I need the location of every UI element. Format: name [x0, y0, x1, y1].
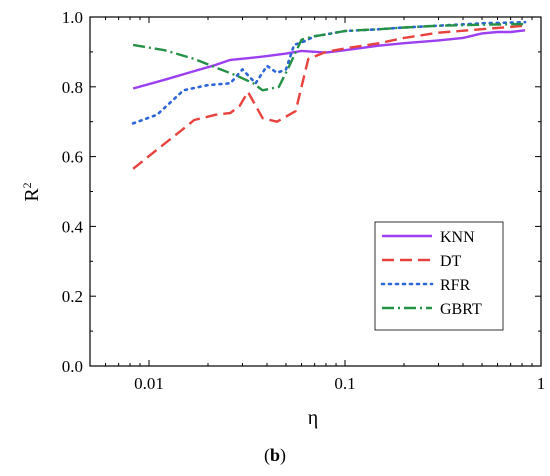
- legend: KNN DT RFR GBRT: [374, 221, 504, 331]
- legend-label-gbrt: GBRT: [440, 301, 482, 318]
- ticks-layer: 0.0 0.2 0.4 0.6 0.8 1.0 0.01 0.1 1: [62, 8, 546, 393]
- caption-open: (: [264, 445, 270, 466]
- y-tick-label: 0.0: [62, 357, 83, 376]
- legend-item-rfr: RFR: [380, 277, 471, 294]
- y-tick-label: 0.6: [62, 148, 83, 167]
- series-line-gbrt: [132, 22, 526, 92]
- x-axis-label: η: [308, 407, 318, 429]
- legend-item-gbrt: GBRT: [382, 301, 482, 318]
- y-axis-label-superscript: 2: [20, 182, 34, 188]
- y-axis-label-main: R: [21, 188, 43, 202]
- y-tick-label: 0.2: [62, 287, 83, 306]
- caption-close: ): [280, 445, 286, 466]
- series-line-dt: [132, 24, 526, 170]
- y-tick-label: 0.8: [62, 78, 83, 97]
- legend-box: [374, 221, 504, 331]
- series-line-rfr: [131, 20, 527, 125]
- legend-label-dt: DT: [440, 253, 462, 270]
- x-tick-label: 1: [537, 374, 546, 393]
- series-layer: [131, 20, 527, 170]
- caption-letter: b: [270, 445, 280, 465]
- x-tick-label: 0.01: [134, 374, 164, 393]
- y-tick-label: 1.0: [62, 8, 83, 27]
- legend-item-knn: KNN: [382, 229, 475, 246]
- legend-label-rfr: RFR: [440, 277, 471, 294]
- y-tick-label: 0.4: [62, 217, 84, 236]
- figure-caption: (b): [264, 445, 286, 466]
- y-axis-label: R2: [20, 182, 43, 201]
- x-tick-label: 0.1: [334, 374, 355, 393]
- legend-label-knn: KNN: [440, 229, 475, 246]
- legend-item-dt: DT: [382, 253, 462, 270]
